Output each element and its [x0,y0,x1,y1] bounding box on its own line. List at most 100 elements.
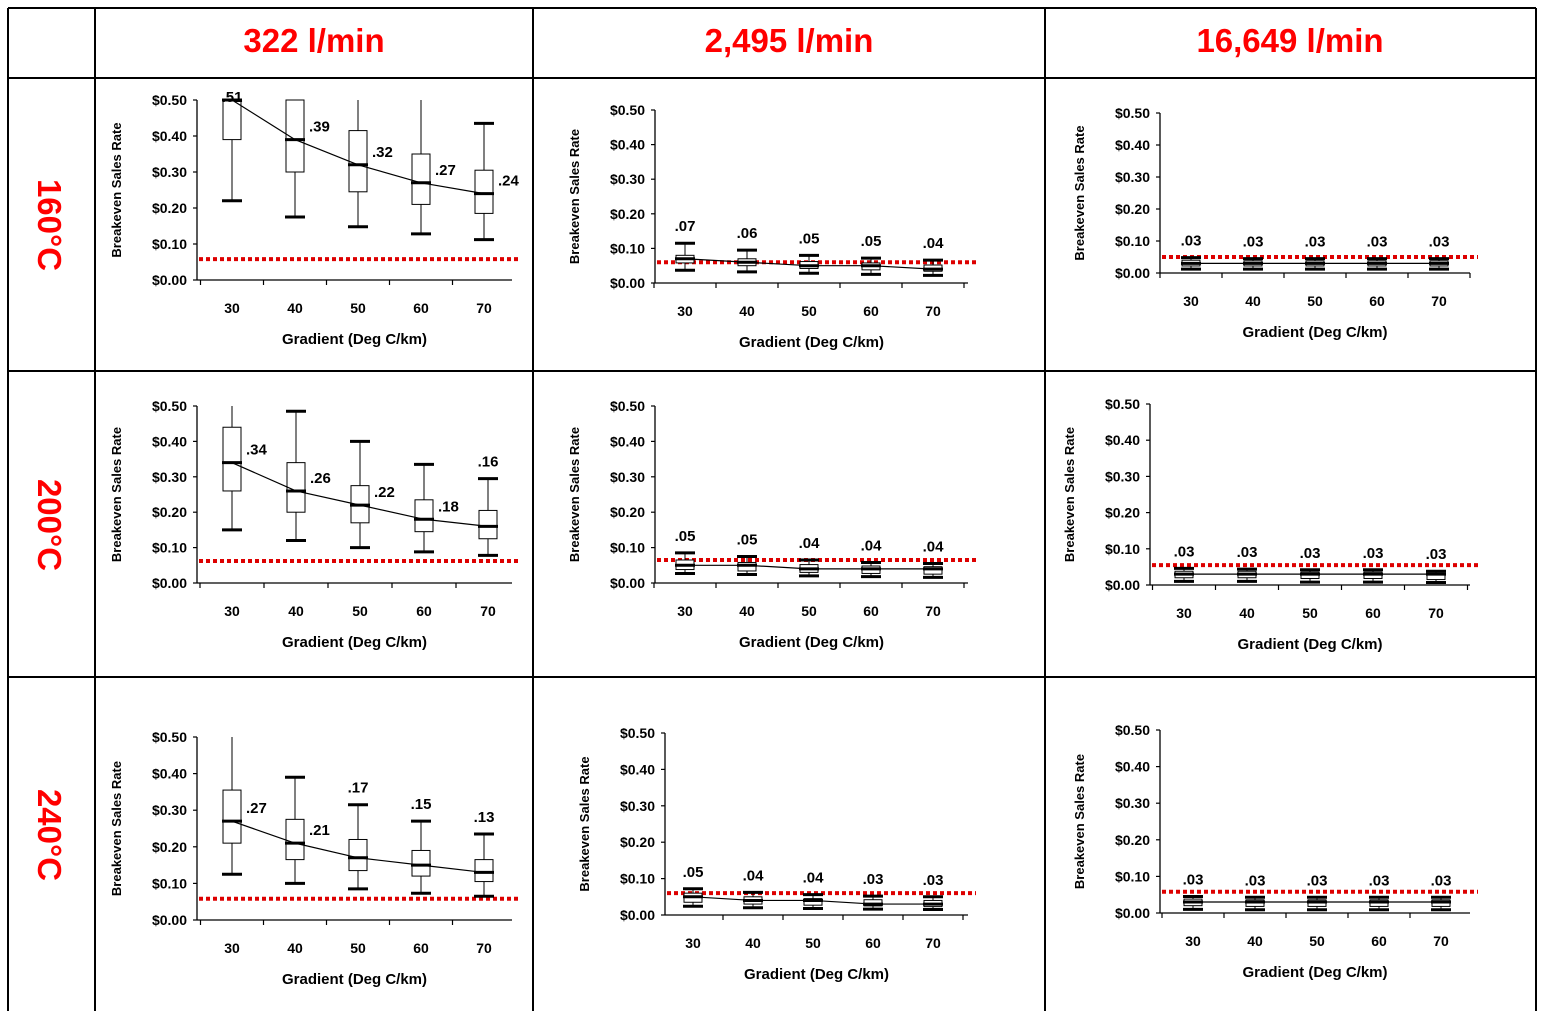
chart-5: $0.00 $0.10 $0.20 $0.30 $0.40 $0.50 30 40 50 60 70… [567,398,976,651]
x-tick-label: 70 [480,603,496,619]
x-axis-title: Gradient (Deg C/km) [1242,324,1387,341]
x-tick-label: 50 [352,603,368,619]
x-tick-label: 30 [1183,293,1199,309]
y-tick-label: $0.30 [152,164,187,180]
y-axis-title: Breakeven Sales Rate [1072,754,1087,889]
y-tick-label: $0.40 [610,137,645,153]
y-axis-title: Breakeven Sales Rate [577,756,592,891]
y-tick-label: $0.10 [610,240,645,256]
y-axis-title: Breakeven Sales Rate [1072,125,1087,260]
box [348,130,368,193]
x-tick-label: 50 [1302,605,1318,621]
charts-layer: $0.00 $0.10 $0.20 $0.30 $0.40 $0.50 30 40 50 60 70… [109,89,1478,988]
x-tick-label: 60 [865,935,881,951]
x-tick-label: 30 [685,935,701,951]
data-label: .05 [683,864,704,881]
y-tick-label: $0.50 [152,398,187,414]
median-line [231,820,485,874]
x-tick-label: 40 [287,940,303,956]
y-tick-label: $0.30 [610,171,645,187]
chart-2: $0.00 $0.10 $0.20 $0.30 $0.40 $0.50 30 40 50 60 70… [567,102,976,351]
y-tick-label: $0.30 [152,469,187,485]
x-tick-label: 60 [863,603,879,619]
data-label: .27 [246,800,267,817]
data-label: .03 [1181,233,1202,250]
chart-7: $0.00 $0.10 $0.20 $0.30 $0.40 $0.50 30 40 50 60 70… [109,729,520,988]
chart-4: $0.00 $0.10 $0.20 $0.30 $0.40 $0.50 30 40 50 60 70… [109,398,520,651]
y-tick-label: $0.00 [1115,265,1150,281]
box [414,499,434,533]
data-label: .22 [374,484,395,501]
y-tick-label: $0.20 [610,504,645,520]
x-axis-title: Gradient (Deg C/km) [282,634,427,651]
chart-1: $0.00 $0.10 $0.20 $0.30 $0.40 $0.50 30 40 50 60 70… [109,89,520,348]
y-tick-label: $0.50 [610,102,645,118]
data-label: .03 [923,872,944,889]
y-tick-label: $0.00 [152,912,187,928]
x-tick-label: 50 [801,603,817,619]
data-label: .03 [1431,872,1452,889]
box [222,426,242,492]
row-header-160: 160°C [31,179,68,271]
box [478,509,498,540]
data-label: .03 [863,871,884,888]
y-tick-label: $0.10 [1105,541,1140,557]
x-tick-label: 40 [739,603,755,619]
y-axis-title: Breakeven Sales Rate [109,761,124,896]
x-tick-label: 30 [224,300,240,316]
y-tick-label: $0.00 [152,272,187,288]
y-tick-label: $0.40 [1105,432,1140,448]
y-tick-label: $0.30 [1105,468,1140,484]
x-tick-label: 30 [1176,605,1192,621]
chart-3: $0.00 $0.10 $0.20 $0.30 $0.40 $0.50 30 40 50 60 70… [1072,105,1478,341]
x-tick-label: 70 [476,300,492,316]
y-axis-title: Breakeven Sales Rate [109,122,124,257]
x-tick-label: 40 [287,300,303,316]
data-label: .03 [1245,872,1266,889]
y-axis-title: Breakeven Sales Rate [567,427,582,562]
y-tick-label: $0.10 [1115,233,1150,249]
x-axis-title: Gradient (Deg C/km) [744,966,889,983]
x-tick-label: 50 [1307,293,1323,309]
data-label: .05 [675,528,696,545]
y-tick-label: $0.40 [152,766,187,782]
data-label: .06 [737,225,758,242]
x-tick-label: 60 [1371,933,1387,949]
x-tick-label: 40 [1247,933,1263,949]
data-label: .04 [923,539,945,556]
x-tick-label: 50 [801,303,817,319]
y-tick-label: $0.00 [1105,577,1140,593]
x-tick-label: 40 [739,303,755,319]
data-label: .21 [309,822,330,839]
data-label: .05 [861,233,882,250]
box [474,859,494,883]
x-tick-label: 30 [224,940,240,956]
data-label: .13 [474,809,495,826]
y-tick-label: $0.40 [1115,137,1150,153]
data-label: .04 [861,537,883,554]
x-tick-label: 50 [1309,933,1325,949]
x-axis-title: Gradient (Deg C/km) [1242,964,1387,981]
data-label: .03 [1369,872,1390,889]
median-line [684,258,934,270]
x-tick-label: 70 [925,303,941,319]
data-label: .03 [1305,234,1326,251]
data-label: .03 [1300,545,1321,562]
data-label: .15 [411,796,432,813]
x-tick-label: 40 [1239,605,1255,621]
y-tick-label: $0.20 [1105,505,1140,521]
x-tick-label: 30 [224,603,240,619]
x-tick-label: 40 [745,935,761,951]
y-tick-label: $0.20 [620,834,655,850]
data-label: .51 [222,89,243,106]
y-tick-label: $0.00 [610,575,645,591]
x-tick-label: 70 [476,940,492,956]
median-line [231,99,485,195]
data-label: .03 [1174,543,1195,560]
data-label: .03 [1183,872,1204,889]
y-tick-label: $0.00 [620,907,655,923]
data-label: .03 [1363,545,1384,562]
x-tick-label: 60 [413,940,429,956]
data-label: .04 [923,235,945,252]
